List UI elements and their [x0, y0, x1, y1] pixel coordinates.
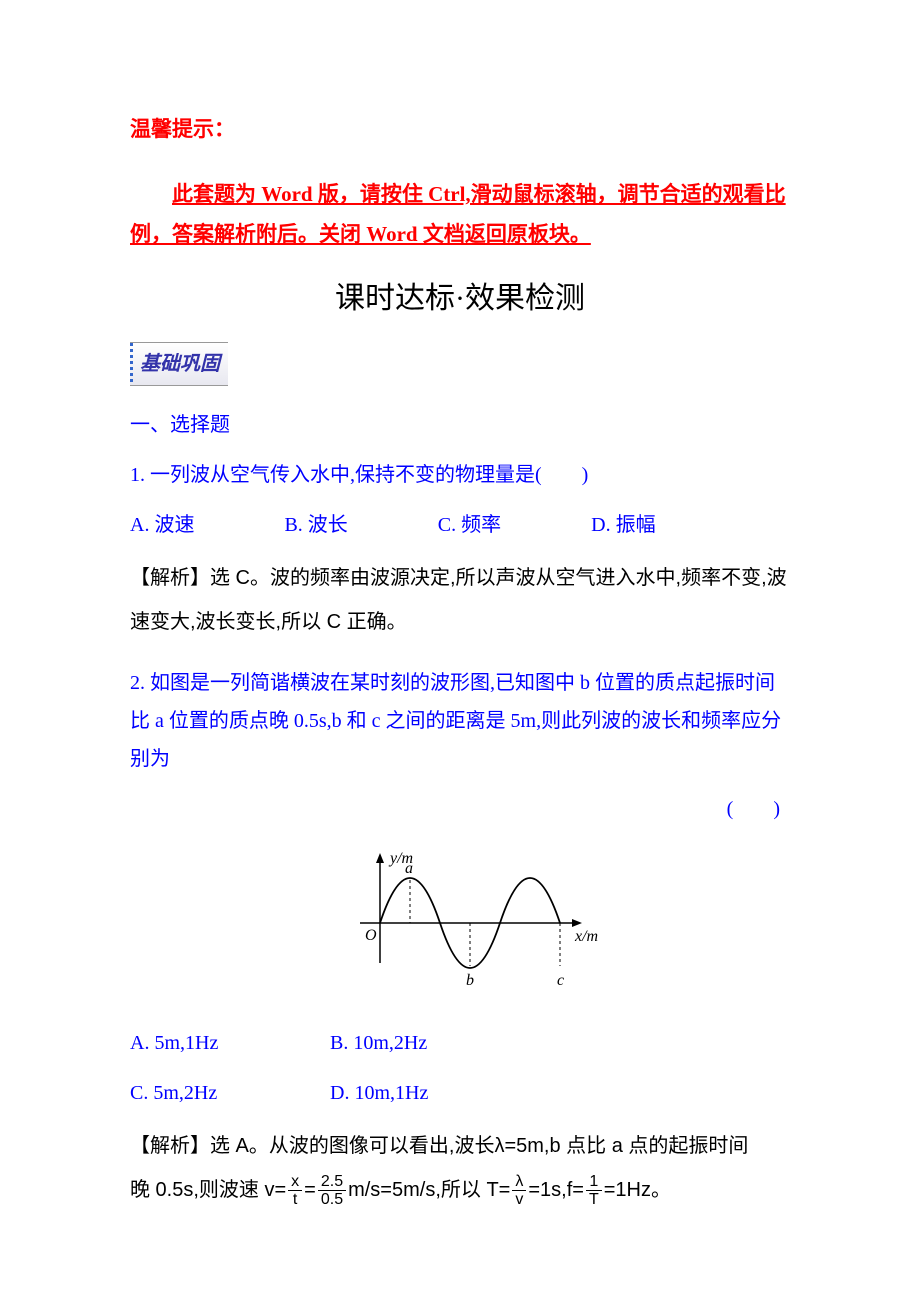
section-badge: 基础巩固	[130, 342, 228, 386]
point-b-label: b	[466, 972, 474, 989]
q1-optD: D. 振幅	[591, 506, 655, 544]
section-badge-text: 基础巩固	[140, 353, 220, 375]
q1-text: 1. 一列波从空气传入水中,保持不变的物理量是( )	[130, 456, 790, 494]
q1-solution: 【解析】选 C。波的频率由波源决定,所以声波从空气进入水中,频率不变,波速变大,…	[130, 556, 790, 644]
x-axis-label: x/m	[574, 928, 598, 945]
sol-text-c: =1s,f=	[528, 1179, 584, 1201]
point-a-label: a	[405, 860, 413, 877]
q2-options-row2: C. 5m,2Hz D. 10m,1Hz	[130, 1074, 790, 1112]
q2-optC: C. 5m,2Hz	[130, 1074, 325, 1112]
wave-diagram: y/m x/m O a b c	[130, 843, 790, 1004]
sol-text-b: m/s=5m/s,所以 T=	[348, 1179, 510, 1201]
q2-solution: 【解析】选 A。从波的图像可以看出,波长λ=5m,b 点比 a 点的起振时间 晚…	[130, 1124, 790, 1212]
q2-text: 2. 如图是一列简谐横波在某时刻的波形图,已知图中 b 位置的质点起振时间比 a…	[130, 664, 790, 778]
main-title: 课时达标·效果检测	[130, 270, 790, 327]
warm-tip-label: 温馨提示：	[130, 110, 790, 150]
wave-svg: y/m x/m O a b c	[320, 843, 600, 993]
q2-optA: A. 5m,1Hz	[130, 1024, 325, 1062]
sol-text-a: 晚 0.5s,则波速 v=	[130, 1179, 286, 1201]
q1-optA: A. 波速	[130, 506, 194, 544]
frac-x-t: xt	[288, 1173, 302, 1209]
q2-optB: B. 10m,2Hz	[330, 1024, 525, 1062]
q1-optB: B. 波长	[284, 506, 347, 544]
q2-solution-line1: 【解析】选 A。从波的图像可以看出,波长λ=5m,b 点比 a 点的起振时间	[130, 1124, 790, 1168]
q1-optC: C. 频率	[438, 506, 501, 544]
frac-1-T: 1T	[586, 1173, 602, 1209]
origin-label: O	[365, 927, 377, 944]
q2-paren: ( )	[130, 790, 790, 828]
q2-solution-line2: 晚 0.5s,则波速 v=xt=2.50.5m/s=5m/s,所以 T=λv=1…	[130, 1168, 790, 1212]
sol-text-d: =1Hz。	[604, 1179, 671, 1201]
q1-options: A. 波速 B. 波长 C. 频率 D. 振幅	[130, 506, 790, 544]
section-label: 一、选择题	[130, 406, 790, 444]
frac-2.5-0.5: 2.50.5	[318, 1173, 346, 1209]
point-c-label: c	[557, 972, 564, 989]
q2-optD: D. 10m,1Hz	[330, 1074, 525, 1112]
frac-lambda-v: λv	[512, 1173, 526, 1209]
intro-text: 此套题为 Word 版，请按住 Ctrl,滑动鼠标滚轴，调节合适的观看比例，答案…	[130, 175, 790, 255]
q2-options-row1: A. 5m,1Hz B. 10m,2Hz	[130, 1024, 790, 1062]
